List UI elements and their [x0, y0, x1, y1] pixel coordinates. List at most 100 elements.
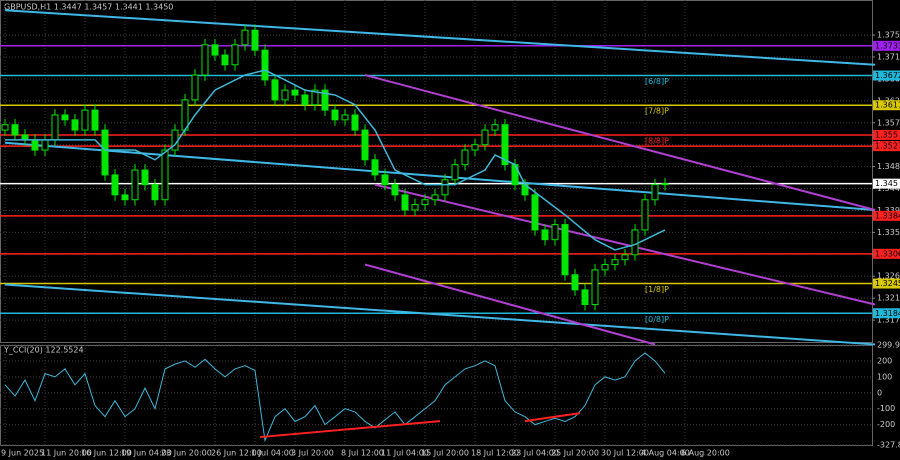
candle-body	[631, 229, 639, 256]
y-tick-label: 1.335	[877, 228, 900, 237]
candle-body	[271, 79, 279, 101]
level-tag: [7/8]P	[645, 107, 669, 116]
candle-body	[261, 49, 269, 81]
candle-body	[91, 109, 99, 131]
candle-body	[61, 114, 69, 121]
x-tick-label: 15 Jul 20:00	[421, 449, 469, 458]
candle-body	[301, 94, 309, 106]
candle-body	[651, 184, 659, 201]
x-tick-label: 25 Jul 20:00	[551, 449, 599, 458]
candle-body	[51, 114, 59, 141]
trend-line	[4, 141, 876, 211]
x-tick-label: 3 Jul 20:00	[291, 449, 334, 458]
x-tick-label: 18 Jul 12:00	[471, 449, 519, 458]
candle-body	[311, 89, 319, 106]
trend-line	[364, 263, 656, 346]
x-tick-label: 6 Aug 20:00	[681, 449, 730, 458]
candle-body	[101, 129, 109, 176]
candle-body	[411, 204, 419, 211]
y-tick-label: 1.3485	[877, 162, 900, 171]
divergence-line	[524, 412, 581, 423]
candle-body	[81, 109, 89, 131]
candle-body	[341, 114, 349, 121]
candle-body	[611, 259, 619, 266]
price-pane	[0, 0, 873, 343]
candle-body	[201, 44, 209, 76]
trend-line	[364, 74, 876, 211]
y-tick-label: -327.8327	[877, 441, 900, 450]
y-tick-label: 1.3575	[877, 118, 900, 127]
candle-body	[161, 149, 169, 201]
candle-body	[451, 164, 459, 181]
divergence-line	[259, 420, 441, 439]
level-box	[873, 100, 900, 111]
candle-body	[441, 179, 449, 196]
candle-body	[211, 44, 219, 56]
candle-body	[391, 184, 399, 196]
x-tick-label: 16 Jun 12:00	[81, 449, 132, 458]
candle-body	[241, 29, 249, 46]
level-label: 1.345	[875, 179, 898, 188]
x-tick-label: 30 Jul 12:00	[601, 449, 649, 458]
y-tick-label: 100	[877, 372, 892, 381]
x-tick-label: 11 Jul 04:00	[381, 449, 429, 458]
y-tick-label: -100	[877, 404, 895, 413]
level-label: 1.3306	[875, 249, 900, 258]
candle-body	[141, 169, 149, 186]
candle-body	[131, 169, 139, 201]
candle-body	[561, 224, 569, 276]
level-tag: [1/8]P	[645, 285, 669, 294]
level-label: 1.3384	[875, 211, 900, 220]
candle-body	[531, 194, 539, 231]
candle-body	[431, 194, 439, 201]
chart-title: GBPUSD,H1 1.3447 1.3457 1.3441 1.3450	[4, 3, 173, 12]
level-box	[873, 210, 900, 221]
level-box	[873, 178, 900, 189]
candle-body	[571, 274, 579, 291]
y-tick-label: 1.326	[877, 272, 900, 281]
level-label: 1.3733	[875, 41, 900, 50]
level-tag: [8/8]P	[645, 136, 669, 145]
y-tick-label: -200	[877, 420, 895, 429]
level-box	[873, 40, 900, 51]
level-box	[873, 129, 900, 140]
cci-line	[4, 352, 666, 443]
y-tick-label: 1.317	[877, 316, 900, 325]
candle-body	[231, 44, 239, 66]
candle-body	[351, 114, 359, 131]
level-label: 1.355	[875, 130, 898, 139]
level-box	[873, 278, 900, 289]
candle-body	[111, 174, 119, 196]
candle-body	[251, 29, 259, 51]
candle-body	[661, 183, 669, 186]
candle-body	[591, 269, 599, 305]
y-tick-label: 1.3395	[877, 206, 900, 215]
level-tag: [6/8]P	[645, 77, 669, 86]
cci-title: Y_CCI(20) 122.5524	[3, 346, 84, 355]
candle-body	[221, 54, 229, 66]
candle-body	[361, 129, 369, 161]
candle-body	[11, 124, 19, 136]
candle-body	[151, 184, 159, 201]
candle-body	[1, 124, 9, 131]
x-tick-label: 9 Jun 2025	[1, 449, 44, 458]
candle-body	[41, 139, 49, 151]
candle-body	[71, 119, 79, 131]
candle-body	[281, 89, 289, 101]
y-tick-label: 1.371	[877, 53, 900, 62]
trend-line	[4, 9, 876, 66]
y-tick-label: 299.9969	[877, 341, 900, 350]
candle-body	[321, 89, 329, 111]
x-tick-label: 11 Jun 20:00	[41, 449, 92, 458]
x-tick-label: 4 Aug 04:00	[641, 449, 690, 458]
candle-body	[331, 109, 339, 121]
x-tick-label: 8 Jul 12:00	[341, 449, 384, 458]
level-label: 1.3611	[875, 101, 900, 110]
candle-body	[31, 139, 39, 151]
candle-body	[291, 89, 299, 96]
level-box	[873, 70, 900, 81]
candle-body	[471, 144, 479, 151]
y-tick-label: 200	[877, 356, 892, 365]
candle-body	[401, 194, 409, 211]
